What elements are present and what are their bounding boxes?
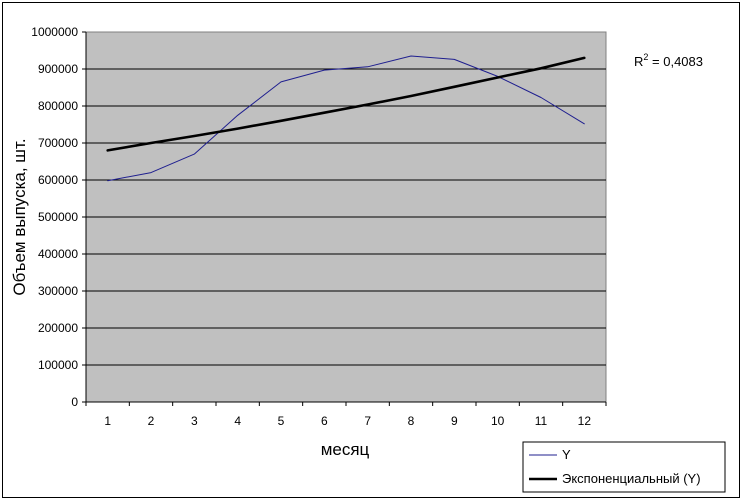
- y-tick-label: 300000: [38, 284, 78, 298]
- x-tick-label: 11: [535, 414, 548, 428]
- y-tick-label: 100000: [38, 358, 78, 372]
- legend-label-y: Y: [562, 447, 571, 462]
- y-tick-label: 500000: [38, 210, 78, 224]
- x-tick-label: 1: [104, 414, 111, 428]
- y-tick-labels: 0 100000 200000 300000 400000 500000 600000 700…: [31, 25, 78, 409]
- y-tick-label: 0: [71, 395, 78, 409]
- y-tick-label: 600000: [38, 173, 78, 187]
- x-tick-label: 3: [191, 414, 198, 428]
- x-tick-label: 7: [364, 414, 371, 428]
- x-tick-label: 8: [408, 414, 415, 428]
- series-layer: [106, 55, 586, 182]
- legend: Y Экспоненциальный (Y): [522, 441, 726, 493]
- x-tick-label: 2: [148, 414, 155, 428]
- axes: [82, 31, 607, 406]
- x-tick-label: 9: [451, 414, 458, 428]
- x-tick-label: 10: [491, 414, 505, 428]
- y-axis-title: Объем выпуска, шт.: [10, 138, 29, 295]
- y-tick-label: 700000: [38, 136, 78, 150]
- x-tick-label: 6: [321, 414, 328, 428]
- legend-label-exponential: Экспоненциальный (Y): [562, 471, 701, 486]
- legend-box: [522, 441, 726, 493]
- r-squared-annotation: R2 = 0,4083: [634, 52, 703, 69]
- x-tick-label: 12: [578, 414, 592, 428]
- series-line-y: [107, 55, 585, 182]
- y-tick-label: 900000: [38, 62, 78, 76]
- y-tick-label: 200000: [38, 321, 78, 335]
- x-tick-label: 5: [278, 414, 285, 428]
- x-axis-title: месяц: [321, 440, 370, 459]
- y-tick-label: 800000: [38, 99, 78, 113]
- y-tick-label: 1000000: [31, 25, 78, 39]
- series-line-exponential-trend: [106, 56, 586, 152]
- y-tick-label: 400000: [38, 247, 78, 261]
- x-tick-labels: 1 2 3 4 5 6 7 8 9 10 11 12: [104, 414, 591, 428]
- gridlines: [86, 68, 606, 366]
- x-tick-label: 4: [234, 414, 241, 428]
